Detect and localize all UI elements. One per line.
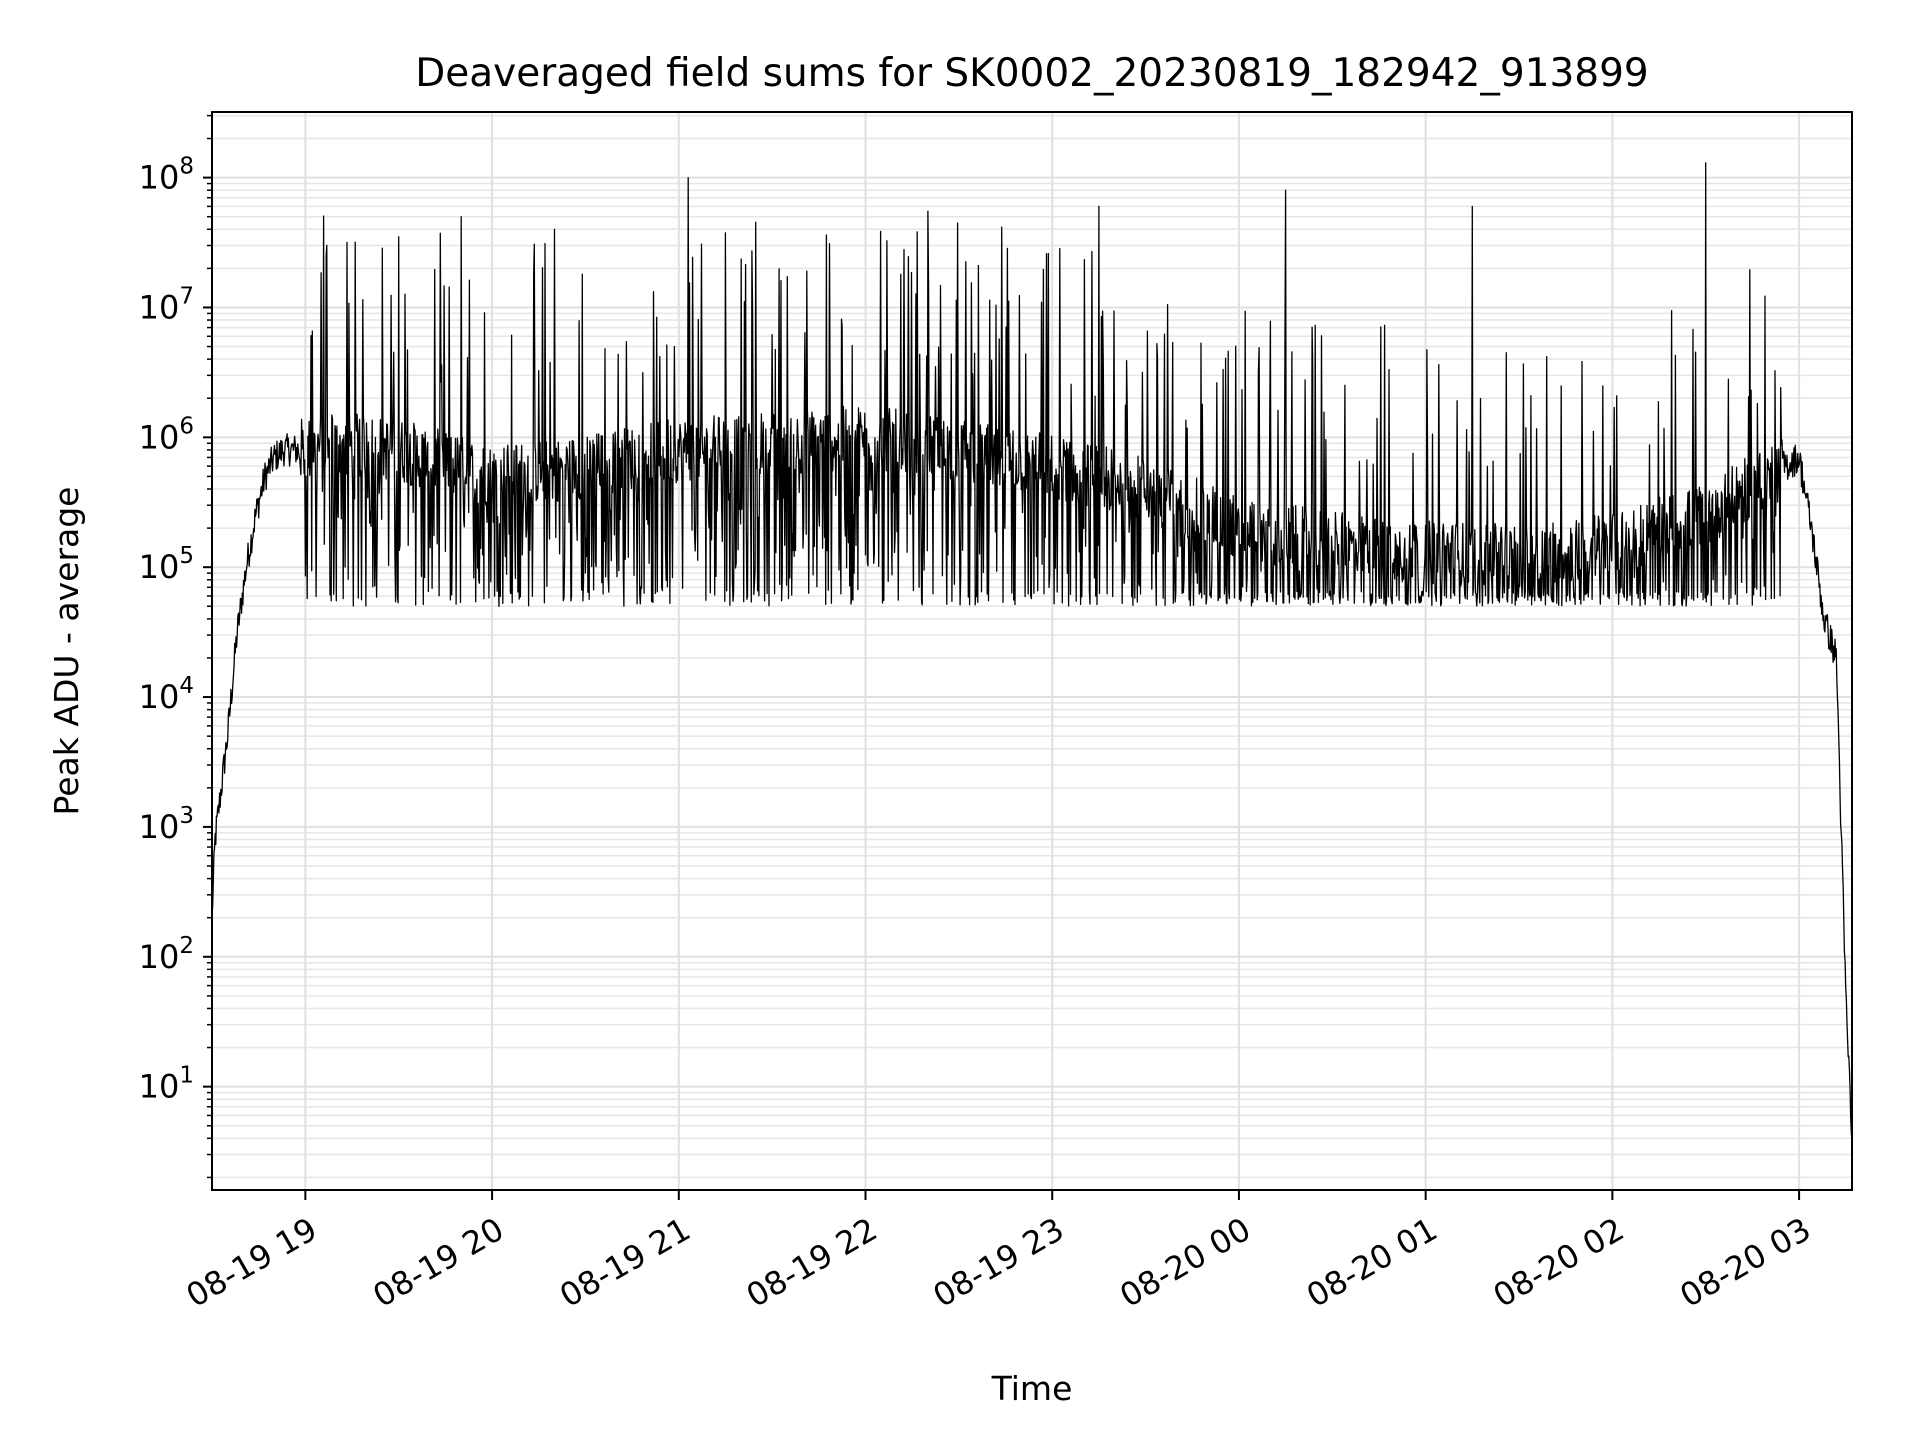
- y-tick-label-exp: 4: [179, 673, 194, 699]
- series-line: [211, 162, 1853, 1136]
- y-tick-label: 101: [139, 1063, 194, 1106]
- y-tick-label: 105: [139, 543, 194, 586]
- y-tick-label: 106: [139, 413, 194, 456]
- y-tick-label: 102: [139, 933, 194, 976]
- y-tick-label-exp: 7: [179, 283, 194, 309]
- x-axis-label: Time: [991, 1369, 1073, 1408]
- y-tick-label-base: 10: [139, 159, 180, 197]
- y-tick-label-base: 10: [139, 808, 180, 846]
- y-tick-label-base: 10: [139, 418, 180, 456]
- y-tick-label-base: 10: [139, 288, 180, 326]
- y-tick-label-base: 10: [139, 548, 180, 586]
- y-tick-label-exp: 6: [179, 413, 194, 439]
- y-tick-label: 107: [139, 283, 194, 326]
- y-tick-label: 103: [139, 803, 194, 846]
- y-tick-label-base: 10: [139, 938, 180, 976]
- plot-frame: [211, 111, 1853, 1191]
- y-tick-label-exp: 3: [179, 803, 194, 829]
- y-tick-label-exp: 8: [179, 154, 194, 180]
- y-tick-label: 108: [139, 154, 194, 197]
- grid: [212, 112, 1852, 1190]
- series-layer: [211, 162, 1853, 1136]
- y-axis-label: Peak ADU - average: [47, 487, 86, 816]
- y-tick-label-exp: 5: [179, 543, 194, 569]
- y-tick-label-exp: 2: [179, 933, 194, 959]
- y-tick-label: 104: [139, 673, 194, 716]
- y-tick-label-base: 10: [139, 678, 180, 716]
- y-tick-label-exp: 1: [179, 1063, 194, 1089]
- chart-title: Deaveraged field sums for SK0002_2023081…: [415, 51, 1649, 96]
- y-tick-label-base: 10: [139, 1068, 180, 1106]
